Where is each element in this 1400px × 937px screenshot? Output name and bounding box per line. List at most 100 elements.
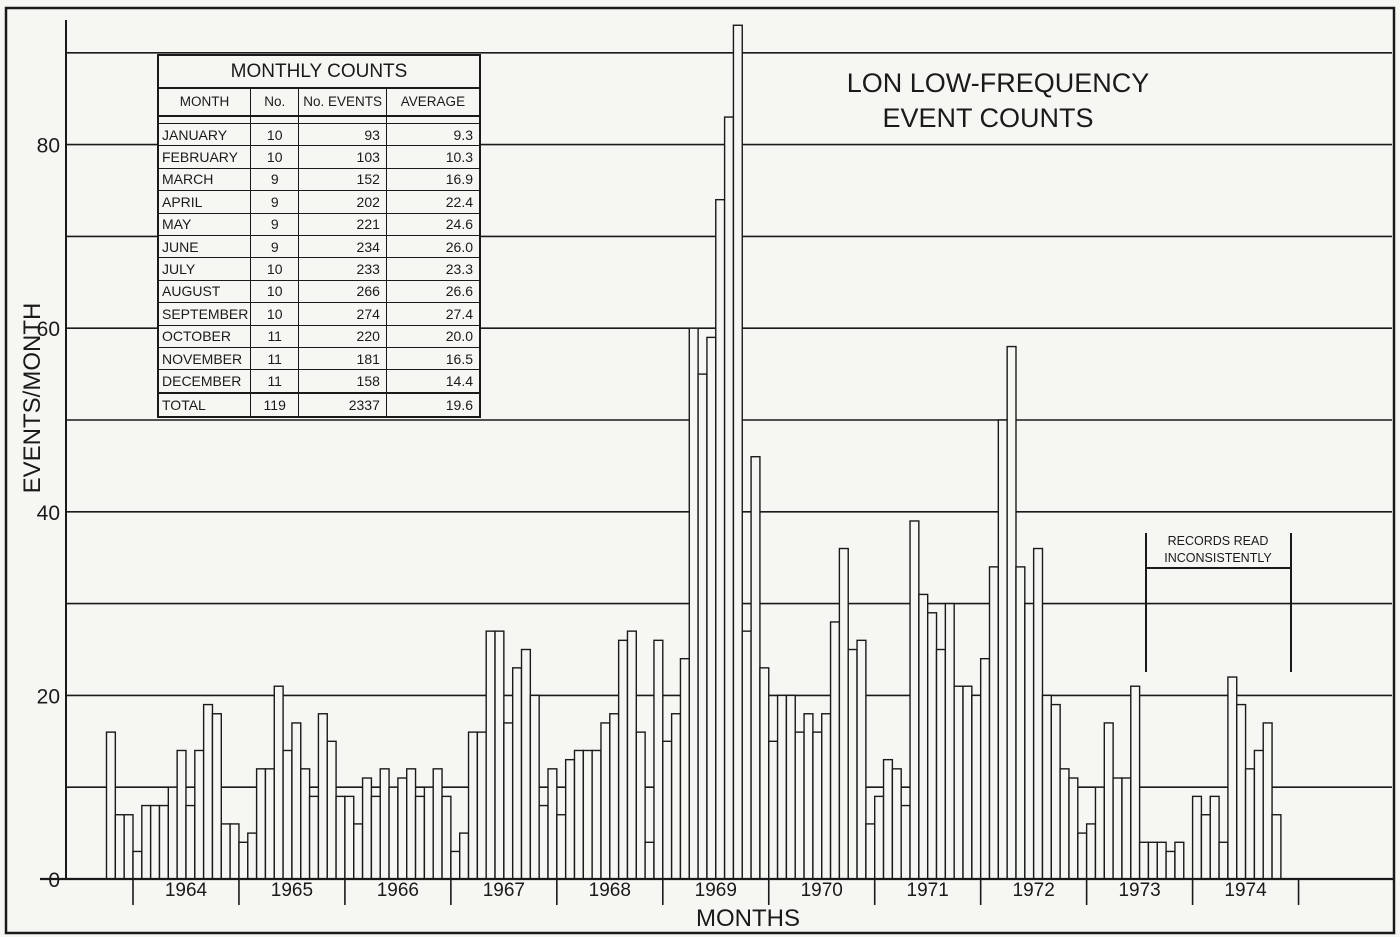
bar bbox=[423, 786, 434, 880]
year-label: 1972 bbox=[1013, 880, 1055, 901]
bar bbox=[1244, 768, 1256, 880]
average-cell: 14.4 bbox=[385, 369, 481, 394]
count-cell: 11 bbox=[250, 346, 300, 371]
count-cell: 119 bbox=[250, 391, 300, 418]
events-cell: 152 bbox=[298, 167, 387, 192]
events-cell: 181 bbox=[298, 346, 387, 371]
bar bbox=[229, 823, 240, 880]
header-no: No. bbox=[250, 87, 300, 117]
events-cell: 220 bbox=[298, 324, 387, 348]
count-cell: 11 bbox=[250, 369, 300, 394]
bar bbox=[1024, 602, 1035, 880]
bar bbox=[838, 547, 849, 880]
bar bbox=[997, 419, 1008, 880]
year-label: 1969 bbox=[695, 880, 737, 901]
bar bbox=[1191, 795, 1203, 880]
month-cell: FEBRUARY bbox=[157, 145, 252, 169]
bar bbox=[759, 667, 770, 880]
bar bbox=[326, 740, 337, 880]
table-row: JULY 10 233 23.3 bbox=[157, 257, 481, 281]
count-cell: 10 bbox=[250, 145, 300, 169]
spacer-row bbox=[157, 116, 481, 124]
bar bbox=[185, 804, 196, 880]
table-row: JANUARY 10 93 9.3 bbox=[157, 122, 481, 147]
bar bbox=[662, 740, 673, 880]
bar bbox=[900, 804, 911, 880]
year-label: 1971 bbox=[907, 880, 949, 901]
year-label: 1965 bbox=[271, 880, 313, 901]
total-row: TOTAL 119 2337 19.6 bbox=[157, 391, 481, 418]
bar bbox=[406, 768, 417, 880]
year-labels: 1964 1965 1966 1967 1968 1969 1970 1971 1972 1973… bbox=[165, 880, 1267, 901]
bar bbox=[1209, 795, 1220, 880]
bar bbox=[935, 648, 947, 880]
bar bbox=[1068, 777, 1079, 880]
average-cell: 20.0 bbox=[385, 324, 481, 348]
y-axis: 0 20 40 60 80 bbox=[37, 20, 67, 892]
count-cell: 10 bbox=[250, 279, 300, 304]
bar bbox=[988, 566, 1000, 880]
count-cell: 10 bbox=[250, 122, 300, 147]
average-cell: 26.6 bbox=[385, 279, 481, 304]
bar bbox=[414, 795, 426, 880]
bar bbox=[953, 685, 964, 880]
bar bbox=[715, 198, 726, 880]
month-cell: APRIL bbox=[157, 190, 252, 214]
bar bbox=[167, 786, 178, 880]
bar bbox=[856, 639, 867, 880]
table-row: FEBRUARY 10 103 10.3 bbox=[157, 145, 481, 169]
chart-title-line-1: LON LOW-FREQUENCY bbox=[847, 68, 1150, 98]
bar bbox=[829, 621, 841, 880]
table-row: NOVEMBER 11 181 16.5 bbox=[157, 346, 481, 371]
bar bbox=[494, 630, 505, 880]
month-cell: NOVEMBER bbox=[157, 346, 252, 371]
events-cell: 103 bbox=[298, 145, 387, 169]
bar bbox=[1271, 814, 1282, 880]
month-cell: MARCH bbox=[157, 167, 252, 192]
events-cell: 158 bbox=[298, 369, 387, 394]
bar bbox=[626, 630, 637, 880]
bar bbox=[1032, 547, 1044, 880]
bar bbox=[176, 749, 187, 880]
bar bbox=[353, 823, 364, 880]
average-cell: 24.6 bbox=[385, 212, 481, 236]
bar bbox=[1094, 786, 1105, 880]
annotation-line-2: INCONSISTENTLY bbox=[1164, 551, 1272, 565]
bar bbox=[926, 612, 938, 880]
bar bbox=[529, 694, 540, 880]
bar bbox=[706, 336, 717, 880]
bar bbox=[1138, 841, 1150, 880]
bar bbox=[750, 456, 761, 880]
bar bbox=[114, 814, 125, 880]
bar bbox=[600, 722, 611, 880]
average-cell: 26.0 bbox=[385, 234, 481, 259]
table-row: MAY 9 221 24.6 bbox=[157, 212, 481, 236]
bar bbox=[379, 768, 390, 880]
y-tick-label: 60 bbox=[37, 318, 60, 341]
chart-title-line-2: EVENT COUNTS bbox=[882, 103, 1093, 133]
bar bbox=[741, 630, 752, 880]
monthly-counts-table: MONTHLY COUNTS MONTH No. No. EVENTS AVER… bbox=[157, 54, 481, 418]
bar bbox=[1253, 749, 1264, 880]
bar bbox=[644, 841, 655, 880]
bar bbox=[1218, 841, 1229, 880]
bar bbox=[794, 731, 805, 880]
records-annotation: RECORDS READ INCONSISTENTLY bbox=[1145, 533, 1292, 672]
month-cell: MAY bbox=[157, 212, 252, 236]
average-cell: 10.3 bbox=[385, 145, 481, 169]
bar bbox=[635, 731, 646, 880]
bar bbox=[573, 749, 585, 880]
bar bbox=[485, 630, 496, 880]
bar bbox=[617, 639, 629, 880]
bar bbox=[149, 804, 161, 880]
bar bbox=[1262, 722, 1273, 880]
bar bbox=[141, 804, 152, 880]
bar bbox=[1006, 345, 1017, 880]
events-cell: 266 bbox=[298, 279, 387, 304]
bar bbox=[979, 657, 991, 880]
bar bbox=[821, 713, 832, 880]
year-label: 1974 bbox=[1224, 880, 1267, 901]
bar bbox=[370, 795, 381, 880]
bar bbox=[1227, 676, 1238, 880]
bar bbox=[467, 731, 479, 880]
